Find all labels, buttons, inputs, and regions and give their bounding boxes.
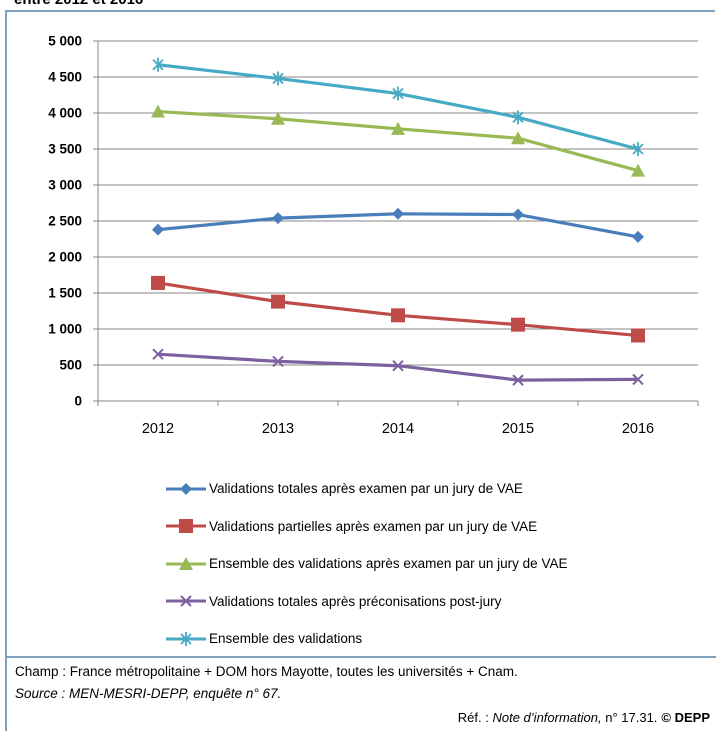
legend-item: Ensemble des validations après examen pa… bbox=[165, 545, 567, 583]
data-point-1 bbox=[152, 223, 164, 236]
data-point-3 bbox=[631, 163, 645, 177]
source-note: Source : MEN-MESRI-DEPP, enquête n° 67. bbox=[15, 686, 282, 701]
data-point-5 bbox=[512, 110, 524, 125]
legend-label: Validations totales après examen par un … bbox=[209, 481, 523, 497]
data-point-3 bbox=[271, 111, 285, 125]
legend-marker bbox=[180, 482, 192, 495]
legend-marker bbox=[180, 595, 192, 607]
data-point-5 bbox=[632, 142, 644, 156]
legend-key bbox=[166, 631, 206, 646]
legend-marker bbox=[180, 631, 192, 646]
legend-item: Ensemble des validations bbox=[165, 620, 567, 658]
ref-prefix: Réf. : bbox=[457, 710, 493, 725]
copyright: © DEPP bbox=[661, 710, 710, 725]
data-point-3 bbox=[391, 121, 405, 135]
reference-note: Réf. : Note d’information, n° 17.31. © DE… bbox=[458, 710, 710, 725]
legend-label: Validations totales après préconisations… bbox=[209, 593, 502, 609]
legend-key bbox=[166, 595, 206, 607]
x-tick-label: 2013 bbox=[262, 421, 294, 437]
legend-key bbox=[166, 556, 206, 570]
data-point-5 bbox=[272, 71, 284, 86]
legend-label: Ensemble des validations bbox=[209, 631, 363, 647]
legend-item: Validations totales après examen par un … bbox=[165, 470, 567, 508]
data-point-2 bbox=[631, 328, 645, 343]
x-tick-label: 2015 bbox=[502, 421, 534, 437]
data-point-4 bbox=[632, 373, 644, 386]
legend-label: Validations partielles après examen par … bbox=[209, 518, 538, 534]
data-point-3 bbox=[151, 104, 165, 118]
x-tick-label: 2012 bbox=[142, 421, 174, 437]
data-point-5 bbox=[152, 57, 164, 72]
data-point-1 bbox=[392, 207, 404, 220]
y-tick-label: 2 000 bbox=[48, 250, 82, 265]
ref-title: Note d’information, bbox=[492, 710, 602, 725]
y-tick-label: 4 500 bbox=[48, 70, 82, 85]
data-point-2 bbox=[271, 294, 285, 309]
data-point-4 bbox=[152, 348, 164, 360]
data-point-4 bbox=[392, 360, 404, 372]
legend-item: Validations partielles après examen par … bbox=[165, 508, 567, 546]
legend-key bbox=[166, 482, 206, 495]
figure-notes: Champ : France métropolitaine + DOM hors… bbox=[5, 656, 716, 731]
legend-key bbox=[166, 519, 206, 534]
data-point-1 bbox=[512, 208, 524, 221]
legend-marker bbox=[179, 519, 193, 534]
data-point-4 bbox=[512, 374, 524, 386]
figure-frame bbox=[5, 10, 715, 730]
y-tick-label: 1 500 bbox=[48, 286, 82, 301]
data-point-4 bbox=[272, 355, 284, 368]
scope-note: Champ : France métropolitaine + DOM hors… bbox=[15, 664, 518, 679]
data-point-2 bbox=[391, 308, 405, 323]
series-line-3 bbox=[157, 109, 639, 173]
line-chart: 0 500 1 000 1 500 2 000 2 500 3 000 3 500 4 000 4… bbox=[48, 34, 699, 437]
data-point-1 bbox=[272, 212, 284, 225]
x-tick-label: 2014 bbox=[382, 421, 414, 437]
y-tick-label: 1 000 bbox=[48, 322, 82, 337]
legend-label: Ensemble des validations après examen pa… bbox=[209, 556, 568, 572]
y-tick-label: 4 000 bbox=[48, 106, 82, 121]
y-tick-label: 3 000 bbox=[48, 178, 82, 193]
y-tick-label: 2 500 bbox=[48, 214, 82, 229]
y-tick-label: 0 bbox=[74, 394, 82, 409]
data-point-3 bbox=[511, 131, 525, 145]
legend-item: Validations totales après préconisations… bbox=[165, 583, 567, 621]
series-line-4 bbox=[157, 352, 639, 382]
legend-marker bbox=[179, 556, 193, 570]
data-point-2 bbox=[511, 317, 525, 332]
y-tick-label: 500 bbox=[59, 358, 82, 373]
chart-legend: Validations totales après examen par un … bbox=[165, 470, 567, 658]
ref-number: n° 17.31. bbox=[601, 710, 658, 725]
data-point-1 bbox=[632, 230, 644, 243]
y-tick-label: 5 000 bbox=[48, 34, 82, 49]
x-tick-label: 2016 bbox=[622, 421, 654, 437]
data-point-5 bbox=[392, 86, 404, 101]
y-tick-label: 3 500 bbox=[48, 142, 82, 157]
figure-title-fragment: entre 2012 et 2016 bbox=[14, 0, 143, 8]
data-point-2 bbox=[151, 275, 165, 290]
